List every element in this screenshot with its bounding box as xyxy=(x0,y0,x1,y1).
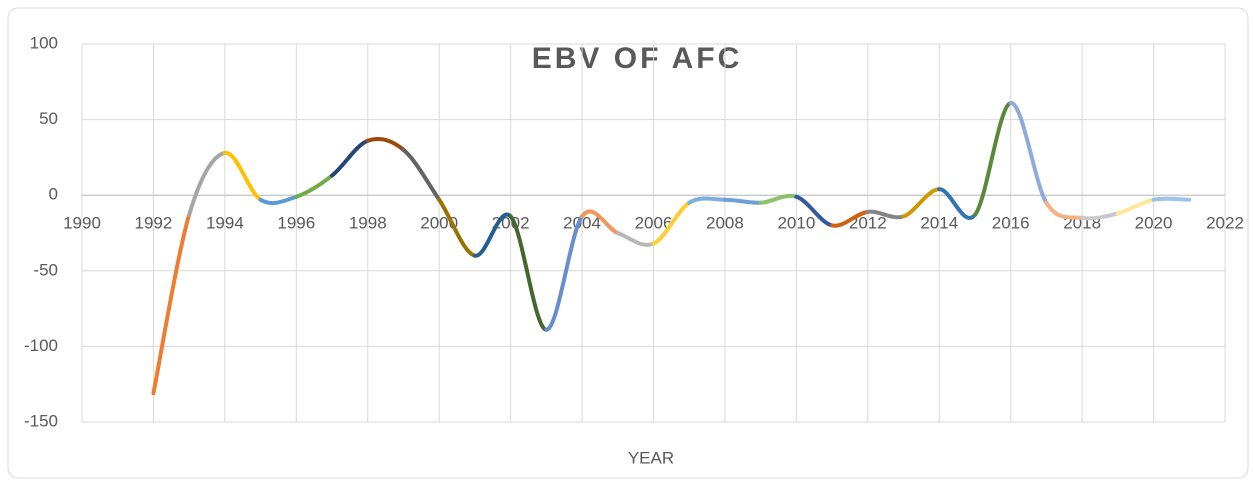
x-tick-label: 1998 xyxy=(349,214,387,233)
line-segment xyxy=(615,231,656,247)
line-segment xyxy=(758,193,799,205)
line-segment xyxy=(508,214,549,332)
line-segment xyxy=(258,194,299,206)
y-tick-label: 50 xyxy=(39,109,58,128)
line-segment xyxy=(151,212,192,396)
line-segment xyxy=(651,200,692,246)
line-segment xyxy=(472,212,513,258)
line-segment xyxy=(937,187,977,220)
x-tick-label: 2022 xyxy=(1206,214,1244,233)
line-segment xyxy=(580,209,620,235)
x-tick-label: 2004 xyxy=(563,214,601,233)
x-tick-label: 2008 xyxy=(706,214,744,233)
line-segment xyxy=(1044,200,1085,220)
line-segment xyxy=(222,150,263,202)
x-tick-label: 2006 xyxy=(635,214,673,233)
x-tick-label: 1990 xyxy=(63,214,101,233)
x-tick-label: 1994 xyxy=(206,214,244,233)
x-tick-label: 2016 xyxy=(992,214,1030,233)
y-tick-label: -50 xyxy=(33,260,58,279)
x-tick-label: 2010 xyxy=(777,214,815,233)
line-segment xyxy=(294,173,335,199)
line-segment xyxy=(1080,211,1120,221)
y-tick-label: 0 xyxy=(49,185,58,204)
y-tick-label: -150 xyxy=(24,411,58,430)
x-tick-label: 2012 xyxy=(849,214,887,233)
chart-frame xyxy=(7,7,1249,479)
x-tick-label: 1996 xyxy=(277,214,315,233)
y-tick-label: 100 xyxy=(30,33,58,52)
line-segment xyxy=(972,100,1013,217)
line-segment xyxy=(1151,196,1192,202)
line-segment xyxy=(187,150,227,217)
line-segment xyxy=(830,209,870,228)
line-segment xyxy=(722,197,763,205)
x-tick-label: 1992 xyxy=(135,214,173,233)
line-segment xyxy=(901,187,942,219)
line-segment xyxy=(330,138,370,178)
line-segment xyxy=(365,136,406,152)
line-segment xyxy=(401,147,442,202)
line-segment xyxy=(1008,100,1049,205)
line-segment xyxy=(1115,197,1156,216)
chart-title: EBV OF AFC xyxy=(532,42,743,75)
line-segment xyxy=(865,209,906,220)
x-tick-label: 2014 xyxy=(920,214,958,233)
x-tick-label: 2020 xyxy=(1135,214,1173,233)
line-segment xyxy=(794,194,835,228)
line-segment xyxy=(437,197,477,258)
line-segment xyxy=(544,214,585,332)
x-axis-label: YEAR xyxy=(628,448,674,467)
line-segment xyxy=(687,196,727,205)
y-tick-label: -100 xyxy=(24,336,58,355)
